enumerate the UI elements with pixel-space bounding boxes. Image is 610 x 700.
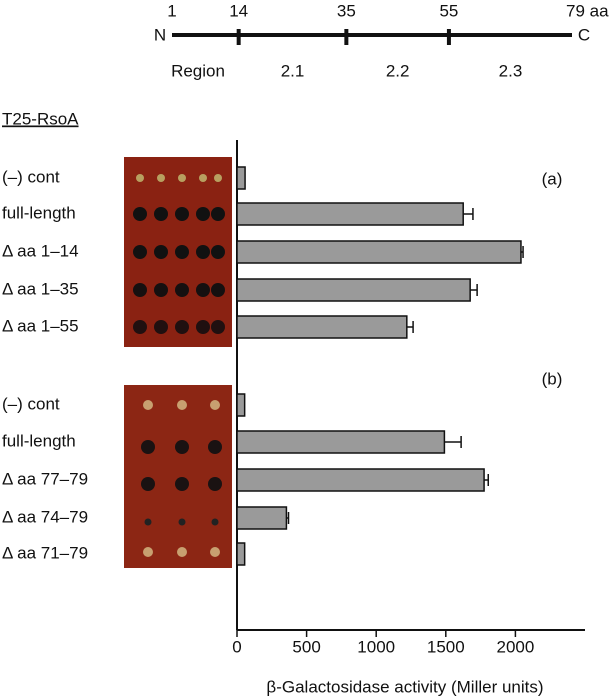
region-label: Region bbox=[171, 61, 225, 80]
x-tick-label: 500 bbox=[292, 637, 320, 656]
bar bbox=[236, 315, 408, 339]
plate-b bbox=[124, 385, 232, 568]
colony bbox=[178, 518, 186, 526]
bar bbox=[236, 468, 485, 492]
colony bbox=[178, 174, 186, 182]
x-axis-title: β-Galactosidase activity (Miller units) bbox=[266, 677, 543, 696]
bar bbox=[236, 542, 246, 566]
panel-label: (b) bbox=[542, 369, 563, 388]
colony bbox=[175, 440, 189, 454]
colony bbox=[133, 283, 147, 297]
colony bbox=[211, 245, 225, 259]
colony bbox=[208, 477, 222, 491]
colony bbox=[154, 245, 168, 259]
end-label: C bbox=[578, 25, 590, 44]
colony bbox=[133, 320, 147, 334]
colony bbox=[196, 207, 210, 221]
bar bbox=[236, 240, 522, 264]
x-tick-label: 1000 bbox=[357, 637, 395, 656]
colony bbox=[144, 518, 152, 526]
colony bbox=[157, 174, 165, 182]
colony bbox=[211, 207, 225, 221]
x-tick-label: 1500 bbox=[427, 637, 465, 656]
region-name: 2.2 bbox=[386, 61, 410, 80]
colony bbox=[177, 547, 187, 557]
category-label: (–) cont bbox=[2, 394, 60, 413]
construct-label: T25-RsoA bbox=[2, 109, 79, 128]
colony bbox=[177, 400, 187, 410]
position-label: 35 bbox=[337, 1, 356, 20]
colony bbox=[196, 320, 210, 334]
colony bbox=[175, 320, 189, 334]
colony bbox=[211, 320, 225, 334]
colony bbox=[154, 320, 168, 334]
x-tick-label: 0 bbox=[232, 637, 241, 656]
colony bbox=[196, 245, 210, 259]
colony bbox=[136, 174, 144, 182]
category-label: Δ aa 71–79 bbox=[2, 543, 88, 562]
region-name: 2.1 bbox=[281, 61, 305, 80]
bar bbox=[236, 278, 471, 302]
colony bbox=[175, 245, 189, 259]
category-label: full-length bbox=[2, 203, 76, 222]
colony bbox=[210, 547, 220, 557]
position-label: 79 aa bbox=[566, 1, 609, 20]
colony bbox=[154, 283, 168, 297]
colony bbox=[214, 174, 222, 182]
bar bbox=[236, 166, 246, 190]
category-label: Δ aa 77–79 bbox=[2, 469, 88, 488]
colony bbox=[133, 207, 147, 221]
colony bbox=[210, 400, 220, 410]
panel-label: (a) bbox=[542, 169, 563, 188]
category-label: (–) cont bbox=[2, 167, 60, 186]
colony bbox=[175, 283, 189, 297]
category-label: Δ aa 74–79 bbox=[2, 507, 88, 526]
category-label: Δ aa 1–14 bbox=[2, 241, 79, 260]
bar bbox=[236, 430, 446, 454]
colony bbox=[175, 477, 189, 491]
bar bbox=[236, 506, 288, 530]
position-label: 1 bbox=[167, 1, 176, 20]
colony bbox=[175, 207, 189, 221]
colony bbox=[143, 547, 153, 557]
region-name: 2.3 bbox=[499, 61, 523, 80]
colony bbox=[199, 174, 207, 182]
x-tick-label: 2000 bbox=[496, 637, 534, 656]
colony bbox=[141, 477, 155, 491]
position-label: 55 bbox=[439, 1, 458, 20]
category-label: full-length bbox=[2, 431, 76, 450]
colony bbox=[211, 518, 219, 526]
category-label: Δ aa 1–35 bbox=[2, 279, 79, 298]
bar bbox=[236, 202, 464, 226]
position-label: 14 bbox=[229, 1, 248, 20]
colony bbox=[208, 440, 222, 454]
colony bbox=[143, 400, 153, 410]
colony bbox=[211, 283, 225, 297]
colony bbox=[141, 440, 155, 454]
colony bbox=[133, 245, 147, 259]
bar bbox=[236, 393, 246, 417]
colony bbox=[196, 283, 210, 297]
category-label: Δ aa 1–55 bbox=[2, 316, 79, 335]
colony bbox=[154, 207, 168, 221]
end-label: N bbox=[154, 25, 166, 44]
